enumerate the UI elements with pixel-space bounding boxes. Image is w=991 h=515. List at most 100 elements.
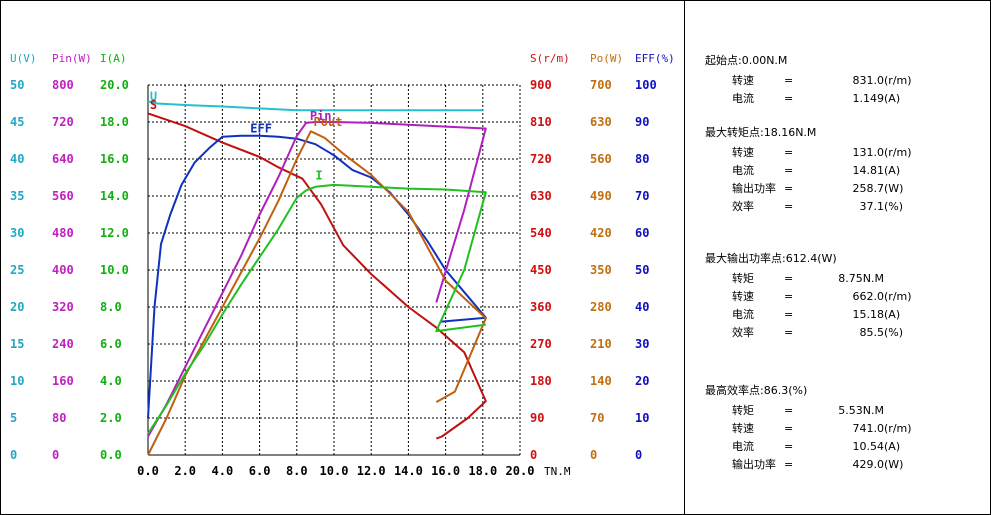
info-row-unit: (W) [884, 458, 904, 471]
axis-tick-label: 350 [590, 263, 612, 277]
series-line-s [147, 112, 487, 440]
axis-tick-label: 270 [530, 337, 552, 351]
axis-tick-label: 35 [10, 189, 24, 203]
axis-tick-label: 210 [590, 337, 612, 351]
info-row-value: 15.18 [852, 308, 885, 321]
info-row-value: 131.0 [852, 146, 885, 159]
motor-characteristic-chart: U(V) 0 5 10 15 20 25 30 35 40 45 50 Pin(W) 0 80 160 240 3… [10, 52, 675, 478]
info-row-unit: (A) [884, 308, 901, 321]
axis-tick-label: 50 [635, 263, 649, 277]
axis-tick-label: 6.0 [100, 337, 122, 351]
info-row: 输出功率 = 429.0(W) [732, 456, 903, 472]
axis-tick-label: 0 [590, 448, 597, 462]
axis-tick-label: 80 [52, 411, 66, 425]
curve-label-i: I [315, 168, 322, 182]
panel-divider [684, 0, 685, 515]
info-row: 效率 = 37.1(%) [732, 198, 903, 214]
axis-title: Pin(W) [52, 52, 92, 65]
info-row-eq: = [784, 200, 794, 213]
axis-tick-label: 160 [52, 374, 74, 388]
axis-title: U(V) [10, 52, 37, 65]
axis-tick-label: 0 [635, 448, 642, 462]
info-row-eq: = [784, 326, 794, 339]
x-tick-label: 12.0 [357, 464, 386, 478]
info-row: 转速 = 662.0(r/m) [732, 288, 912, 304]
info-row-eq: = [784, 182, 794, 195]
info-row-value: 741.0 [852, 422, 885, 435]
axis-tick-label: 10 [10, 374, 24, 388]
info-row-value: 8.75N.M [838, 272, 884, 285]
section-title-max-torque: 最大转矩点:18.16N.M [705, 126, 817, 139]
axis-tick-label: 240 [52, 337, 74, 351]
series-line-pout [147, 130, 487, 456]
info-row-eq: = [784, 272, 794, 285]
axis-tick-label: 90 [530, 411, 544, 425]
axis-tick-label: 180 [530, 374, 552, 388]
series-line-i [147, 183, 487, 435]
axis-tick-label: 490 [590, 189, 612, 203]
info-row-unit: (%) [884, 200, 904, 213]
axis-tick-label: 450 [530, 263, 552, 277]
axis-tick-label: 540 [530, 226, 552, 240]
axis-tick-label: 560 [590, 152, 612, 166]
info-row-eq: = [784, 458, 794, 471]
info-row: 效率 = 85.5(%) [732, 324, 903, 340]
info-row-eq: = [784, 164, 794, 177]
info-row-value: 429.0 [852, 458, 885, 471]
axis-tick-label: 0 [10, 448, 17, 462]
info-row-unit: (r/m) [884, 146, 912, 159]
axis-tick-label: 280 [590, 300, 612, 314]
axis-tick-label: 720 [52, 115, 74, 129]
info-row-unit: (A) [884, 440, 901, 453]
info-row-unit: (r/m) [884, 422, 912, 435]
section-title-max-eff: 最高效率点:86.3(%) [705, 384, 808, 397]
axis-tick-label: 60 [635, 226, 649, 240]
info-row: 电流 = 15.18(A) [732, 306, 900, 322]
x-tick-label: 6.0 [249, 464, 271, 478]
info-row-eq: = [784, 404, 794, 417]
axis-tick-label: 70 [635, 189, 649, 203]
info-row-unit: (r/m) [884, 290, 912, 303]
axis-tick-label: 20 [635, 374, 649, 388]
x-tick-label: 10.0 [320, 464, 349, 478]
axis-tick-label: 30 [10, 226, 24, 240]
axis-tick-label: 700 [590, 78, 612, 92]
info-row-eq: = [784, 74, 794, 87]
info-row-label: 输出功率 [732, 182, 776, 195]
info-row-value: 37.1 [859, 200, 885, 213]
info-row-eq: = [784, 92, 794, 105]
axis-tick-label: 15 [10, 337, 24, 351]
info-row-label: 转速 [732, 290, 754, 303]
x-tick-label: 8.0 [286, 464, 308, 478]
x-tick-label: 16.0 [431, 464, 460, 478]
section-title-max-power: 最大输出功率点:612.4(W) [705, 252, 837, 265]
series-line-pin [147, 121, 487, 437]
axis-tick-label: 560 [52, 189, 74, 203]
info-row-label: 转矩 [732, 404, 754, 417]
info-row-value: 10.54 [852, 440, 885, 453]
info-row: 转速 = 741.0(r/m) [732, 420, 912, 436]
axis-tick-label: 45 [10, 115, 24, 129]
x-tick-label: 18.0 [468, 464, 497, 478]
info-row-eq: = [784, 290, 794, 303]
info-row-eq: = [784, 308, 794, 321]
info-row-unit: (A) [884, 164, 901, 177]
curve-label-pin: Pin [310, 109, 332, 123]
info-row: 转矩 = 8.75N.M [732, 270, 884, 286]
axis-tick-label: 90 [635, 115, 649, 129]
axis-tick-label: 14.0 [100, 189, 129, 203]
axis-tick-label: 8.0 [100, 300, 122, 314]
info-row-value: 662.0 [852, 290, 885, 303]
info-row: 转矩 = 5.53N.M [732, 402, 884, 418]
axis-tick-label: 10 [635, 411, 649, 425]
info-row-eq: = [784, 422, 794, 435]
info-row-label: 转矩 [732, 272, 754, 285]
axis-tick-label: 900 [530, 78, 552, 92]
axis-title: S(r/m) [530, 52, 570, 65]
axis-tick-label: 80 [635, 152, 649, 166]
curve-label-eff: EFF [250, 121, 272, 135]
info-row-value: 258.7 [852, 182, 885, 195]
axis-tick-label: 20 [10, 300, 24, 314]
info-row-eq: = [784, 440, 794, 453]
